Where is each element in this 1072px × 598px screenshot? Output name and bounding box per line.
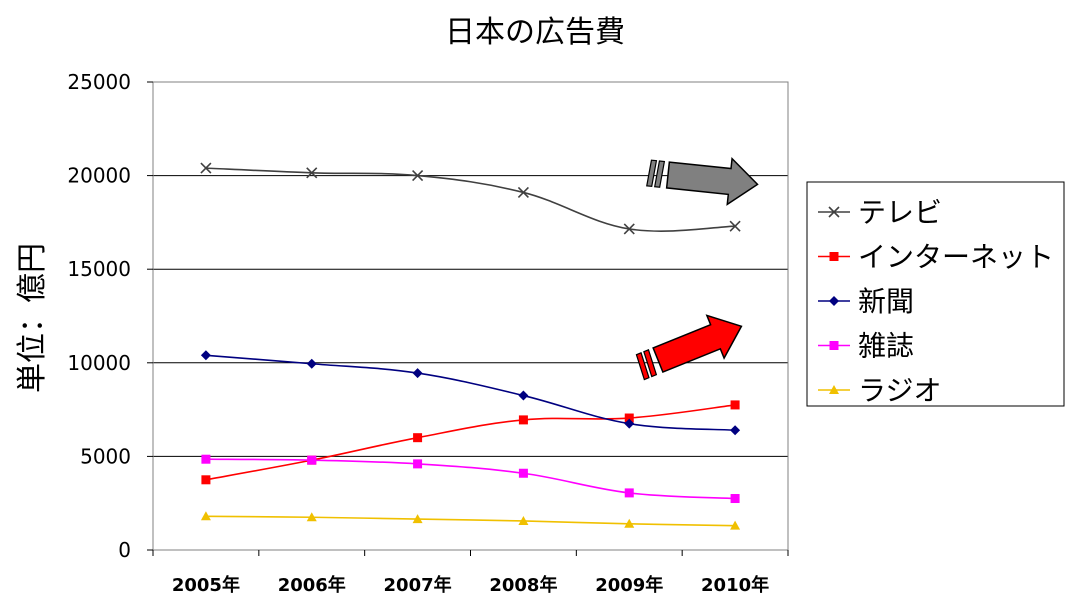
series-2 (200, 350, 741, 436)
legend-marker (829, 385, 839, 394)
data-point (201, 454, 211, 464)
data-point (624, 518, 635, 528)
data-point (518, 468, 528, 478)
y-axis-ticks: 0 5000 10000 15000 20000 25000 (67, 70, 153, 562)
gridlines (153, 81, 788, 457)
data-point (200, 350, 211, 361)
y-tick-label: 20000 (67, 164, 131, 188)
data-point (412, 514, 423, 524)
y-axis-label: 単位：億円 (15, 243, 50, 393)
x-tick-label: 2009年 (595, 574, 663, 596)
data-point (518, 515, 529, 525)
y-tick-label: 5000 (80, 444, 131, 468)
data-point (518, 415, 528, 425)
data-point (412, 170, 424, 182)
data-point (307, 455, 317, 465)
data-point (624, 418, 635, 429)
increase-trend-arrow (635, 314, 743, 381)
x-tick-label: 2010年 (701, 574, 769, 596)
data-point (518, 390, 529, 401)
legend-marker (829, 296, 839, 306)
legend-item: テレビ (818, 196, 942, 229)
data-point (624, 413, 634, 423)
series-line (205, 354, 736, 431)
series-1 (201, 400, 740, 485)
series-line (205, 404, 736, 481)
legend-item: ラジオ (818, 374, 941, 407)
legend-label: ラジオ (858, 374, 941, 407)
decrease-trend-arrow (646, 156, 759, 206)
data-point (730, 494, 740, 504)
data-point (306, 358, 317, 369)
y-tick-label: 10000 (67, 351, 131, 375)
y-tick-label: 25000 (67, 70, 131, 94)
data-point (201, 475, 211, 485)
series-layer (200, 162, 741, 530)
data-point (730, 520, 741, 530)
data-point (623, 223, 635, 235)
data-point (624, 488, 634, 498)
legend-box (806, 181, 1065, 407)
annotation-layer (635, 156, 759, 381)
series-line (205, 515, 736, 527)
data-point (412, 368, 423, 379)
data-point (517, 186, 529, 199)
legend-label: インターネット (858, 241, 1054, 274)
data-point (730, 400, 740, 410)
series-line (205, 167, 736, 232)
y-tick-label: 15000 (67, 257, 131, 281)
data-point (413, 433, 423, 443)
x-tick-label: 2005年 (172, 574, 240, 596)
legend-item: インターネット (818, 241, 1054, 274)
legend-label: テレビ (858, 196, 942, 229)
data-point (730, 425, 741, 436)
series-0 (200, 162, 741, 235)
data-point (306, 167, 318, 179)
y-tick-label: 0 (118, 538, 131, 562)
legend-marker (828, 206, 840, 218)
legend-item: 雑誌 (818, 330, 914, 363)
series-3 (201, 454, 740, 504)
data-point (413, 459, 423, 469)
x-tick-label: 2008年 (489, 574, 557, 596)
data-point (200, 511, 211, 521)
x-axis-ticks: 2005年 2006年 2007年 2008年 2009年 2010年 (152, 550, 789, 596)
x-tick-label: 2007年 (384, 574, 452, 596)
series-4 (200, 511, 741, 530)
legend-label: 雑誌 (858, 330, 914, 363)
legend-marker (829, 341, 839, 350)
series-line (205, 458, 736, 500)
data-point (729, 220, 741, 232)
data-point (306, 512, 317, 522)
plot-area (152, 81, 789, 551)
legend-item: 新聞 (818, 285, 914, 318)
chart-title: 日本の広告費 (445, 15, 625, 50)
legend-marker (829, 252, 839, 261)
x-tick-label: 2006年 (278, 574, 346, 596)
data-point (200, 162, 212, 174)
legend-label: 新聞 (858, 285, 914, 318)
